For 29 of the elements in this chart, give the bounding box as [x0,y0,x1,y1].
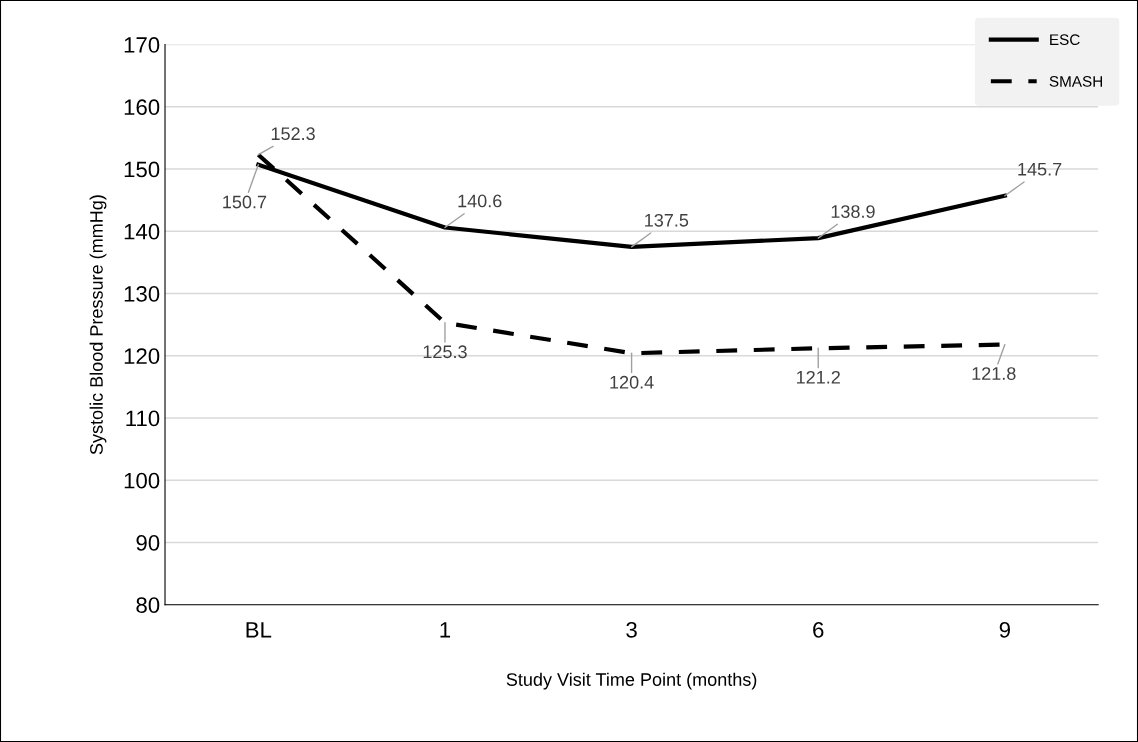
data-label: 121.2 [797,370,840,384]
legend-label: ESC [1050,34,1080,46]
x-tick-label: 9 [999,621,1010,638]
data-label: 121.8 [972,367,1016,380]
y-tick-label: 80 [136,597,160,613]
data-label: 140.6 [458,194,502,208]
x-tick-label: 3 [626,621,637,638]
y-tick-label: 110 [126,410,160,427]
y-axis-title: Systolic Blood Pressure (mmHg) [89,195,107,455]
x-tick-label: BL [246,622,272,638]
y-tick-label: 100 [124,472,160,489]
x-tick-label: 6 [813,621,824,638]
data-label: 150.7 [223,195,267,209]
y-tick-label: 120 [124,348,160,365]
x-axis-title: Study Visit Time Point (months) [506,672,757,690]
legend-label: SMASH [1049,75,1102,87]
y-tick-label: 160 [124,99,160,116]
y-tick-label: 140 [124,223,160,240]
x-tick-label: 1 [440,622,451,638]
data-label: 125.3 [423,345,467,359]
data-label: 145.7 [1018,163,1062,176]
data-label: 120.4 [610,375,654,389]
y-tick-label: 150 [124,161,160,178]
data-label: 138.9 [831,205,875,218]
data-label: 152.3 [271,127,315,141]
data-label: 137.5 [645,213,689,227]
y-tick-label: 90 [136,535,160,551]
y-tick-label: 170 [124,37,160,53]
y-tick-label: 130 [124,286,160,302]
